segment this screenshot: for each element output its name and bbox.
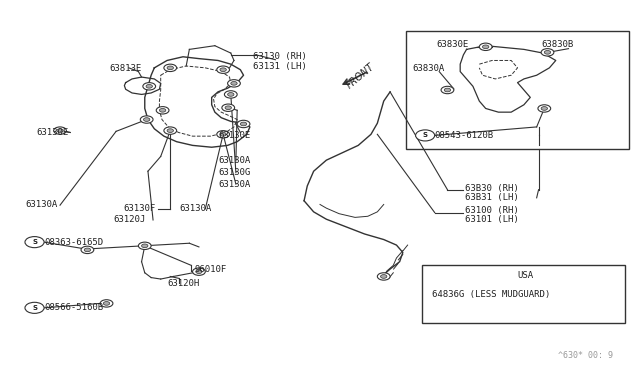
Circle shape <box>479 43 492 51</box>
Text: S: S <box>422 132 428 138</box>
Circle shape <box>167 129 173 132</box>
Circle shape <box>220 68 227 71</box>
Circle shape <box>143 83 156 90</box>
Circle shape <box>228 93 234 96</box>
Circle shape <box>25 302 44 313</box>
Circle shape <box>143 118 150 121</box>
Circle shape <box>241 122 246 126</box>
Circle shape <box>483 45 489 49</box>
Circle shape <box>222 104 235 112</box>
Circle shape <box>217 66 230 73</box>
Text: 63130A: 63130A <box>180 204 212 214</box>
Circle shape <box>103 302 109 305</box>
Text: 64836G (LESS MUDGUARD): 64836G (LESS MUDGUARD) <box>431 291 550 299</box>
Text: 63830B: 63830B <box>541 41 573 49</box>
Circle shape <box>84 248 91 252</box>
Circle shape <box>237 120 250 128</box>
Text: 08566-5160B: 08566-5160B <box>44 303 103 312</box>
Text: 63120J: 63120J <box>113 215 145 224</box>
Circle shape <box>231 81 237 85</box>
Text: 08543-6120B: 08543-6120B <box>435 131 494 140</box>
Bar <box>406 31 629 149</box>
Text: 63100 (RH): 63100 (RH) <box>465 206 519 215</box>
Circle shape <box>138 242 151 250</box>
Text: 63130A: 63130A <box>218 156 250 166</box>
Text: 63130F: 63130F <box>124 204 156 214</box>
Text: 63813E: 63813E <box>109 64 142 73</box>
Text: FRONT: FRONT <box>344 61 376 90</box>
Circle shape <box>217 131 230 138</box>
Circle shape <box>196 270 202 273</box>
Circle shape <box>228 80 241 87</box>
Circle shape <box>81 246 94 254</box>
Text: ^630* 00: 9: ^630* 00: 9 <box>558 351 613 360</box>
Circle shape <box>544 51 550 54</box>
Circle shape <box>381 275 387 278</box>
Circle shape <box>378 273 390 280</box>
Circle shape <box>193 268 205 275</box>
Circle shape <box>140 116 153 123</box>
Text: 08363-6165D: 08363-6165D <box>44 238 103 247</box>
Circle shape <box>441 86 454 94</box>
Circle shape <box>57 129 63 132</box>
Text: 63130G: 63130G <box>218 168 250 177</box>
Text: 63830E: 63830E <box>436 41 469 49</box>
Circle shape <box>541 49 554 56</box>
Text: 63830A: 63830A <box>412 64 445 73</box>
Circle shape <box>146 84 152 88</box>
Circle shape <box>220 132 227 136</box>
Circle shape <box>100 300 113 307</box>
Text: 63130E: 63130E <box>36 128 68 137</box>
Text: S: S <box>32 305 37 311</box>
Text: 63130A: 63130A <box>218 180 250 189</box>
Circle shape <box>54 127 67 134</box>
Circle shape <box>164 64 177 71</box>
Text: 63120H: 63120H <box>167 279 199 288</box>
Circle shape <box>159 109 166 112</box>
Circle shape <box>225 106 232 110</box>
Circle shape <box>541 107 547 110</box>
Text: 96010F: 96010F <box>195 264 227 273</box>
Text: 63B31 (LH): 63B31 (LH) <box>465 193 519 202</box>
Circle shape <box>164 127 177 134</box>
Circle shape <box>167 66 173 70</box>
Text: 63B30 (RH): 63B30 (RH) <box>465 184 519 193</box>
Text: USA: USA <box>518 271 534 280</box>
Circle shape <box>415 130 435 141</box>
Circle shape <box>141 244 148 248</box>
Circle shape <box>444 88 451 92</box>
Text: 63130A: 63130A <box>26 200 58 209</box>
Text: 63130E: 63130E <box>218 131 250 140</box>
Circle shape <box>156 107 169 114</box>
Text: 63130 (RH): 63130 (RH) <box>253 52 307 61</box>
Text: 63131 (LH): 63131 (LH) <box>253 61 307 71</box>
Circle shape <box>25 237 44 248</box>
Text: S: S <box>32 239 37 245</box>
Circle shape <box>225 91 237 98</box>
Bar <box>422 265 625 323</box>
Text: 63101 (LH): 63101 (LH) <box>465 215 519 224</box>
Circle shape <box>538 105 550 112</box>
